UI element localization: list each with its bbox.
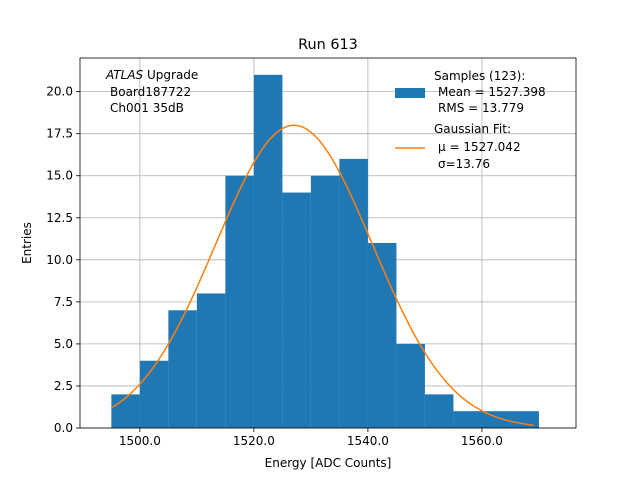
y-tick-label: 7.5 [54,295,73,309]
histogram-bar [168,310,197,428]
histogram-bar [339,158,368,428]
y-tick-label: 10.0 [46,253,73,267]
x-tick-label: 1540.0 [347,434,389,448]
y-tick-label: 15.0 [46,169,73,183]
chart-title: Run 613 [298,37,358,53]
y-tick-label: 17.5 [46,127,73,141]
x-tick-label: 1560.0 [461,434,503,448]
histogram-bar [481,411,511,428]
histogram-bar [424,394,454,428]
histogram-bar [282,192,311,428]
legend-fit-line-1: Gaussian Fit: [434,122,511,136]
x-axis-ticks: 1500.0 1520.0 1540.0 1560.0 [119,428,503,448]
y-axis-ticks: 0.0 2.5 5.0 7.5 10.0 12.5 15.0 17.5 20.0 [46,85,80,435]
x-axis-label: Energy [ADC Counts] [265,456,392,470]
annotation-line-2: Board187722 [110,85,191,99]
y-tick-label: 20.0 [46,85,73,99]
atlas-annotation: ATLAS Upgrade Board187722 Ch001 35dB [105,68,198,115]
legend-fit-line-2: μ = 1527.042 [438,140,521,154]
gaussian-fit-curve [110,124,534,426]
histogram-bar [310,175,340,428]
y-axis-label: Entries [20,222,34,264]
y-tick-label: 12.5 [46,211,73,225]
plot-frame [79,57,577,429]
histogram-bars [111,74,539,429]
y-tick-label: 2.5 [54,379,73,393]
legend-fit-line-3: σ=13.76 [438,157,490,171]
histogram-bar [196,293,226,428]
x-tick-label: 1500.0 [119,434,161,448]
y-tick-label: 0.0 [54,421,73,435]
histogram-bar [253,74,283,429]
y-tick-label: 5.0 [54,337,73,351]
histogram-bar [510,411,539,428]
histogram-bar [139,360,169,428]
annotation-line-3: Ch001 35dB [110,101,184,115]
svg-text:ATLAS Upgrade: ATLAS Upgrade [105,68,198,82]
histogram-bar [111,394,140,428]
annotation-atlas-word: ATLAS [105,68,144,82]
histogram-bar [367,243,397,428]
legend-samples-line-1: Samples (123): [434,69,525,83]
histogram-bar [225,175,254,428]
legend-samples-line-2: Mean = 1527.398 [438,85,546,99]
x-tick-label: 1520.0 [233,434,275,448]
histogram-bar [396,343,425,428]
histogram-bar [453,411,482,428]
legend-samples-swatch [395,88,425,98]
legend-samples-line-3: RMS = 13.779 [438,101,524,115]
annotation-line-1: Upgrade [143,68,198,82]
legend: Samples (123): Mean = 1527.398 RMS = 13.… [395,69,546,171]
